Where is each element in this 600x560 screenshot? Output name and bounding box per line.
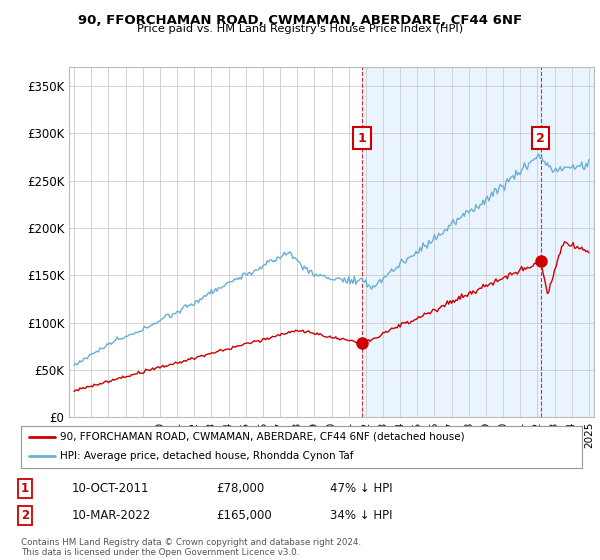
Text: £165,000: £165,000 [216,508,272,522]
Text: 2: 2 [21,508,29,522]
Text: HPI: Average price, detached house, Rhondda Cynon Taf: HPI: Average price, detached house, Rhon… [60,451,354,461]
Text: 34% ↓ HPI: 34% ↓ HPI [330,508,392,522]
Text: 1: 1 [358,132,367,144]
Text: 1: 1 [21,482,29,496]
Text: 90, FFORCHAMAN ROAD, CWMAMAN, ABERDARE, CF44 6NF (detached house): 90, FFORCHAMAN ROAD, CWMAMAN, ABERDARE, … [60,432,465,442]
Text: 10-MAR-2022: 10-MAR-2022 [72,508,151,522]
Bar [362,67,594,417]
Text: 90, FFORCHAMAN ROAD, CWMAMAN, ABERDARE, CF44 6NF: 90, FFORCHAMAN ROAD, CWMAMAN, ABERDARE, … [78,14,522,27]
Text: £78,000: £78,000 [216,482,264,496]
Text: Contains HM Land Registry data © Crown copyright and database right 2024.
This d: Contains HM Land Registry data © Crown c… [21,538,361,557]
Text: 2: 2 [536,132,545,144]
Text: 10-OCT-2011: 10-OCT-2011 [72,482,149,496]
Text: 47% ↓ HPI: 47% ↓ HPI [330,482,392,496]
Text: Price paid vs. HM Land Registry's House Price Index (HPI): Price paid vs. HM Land Registry's House … [137,24,463,34]
